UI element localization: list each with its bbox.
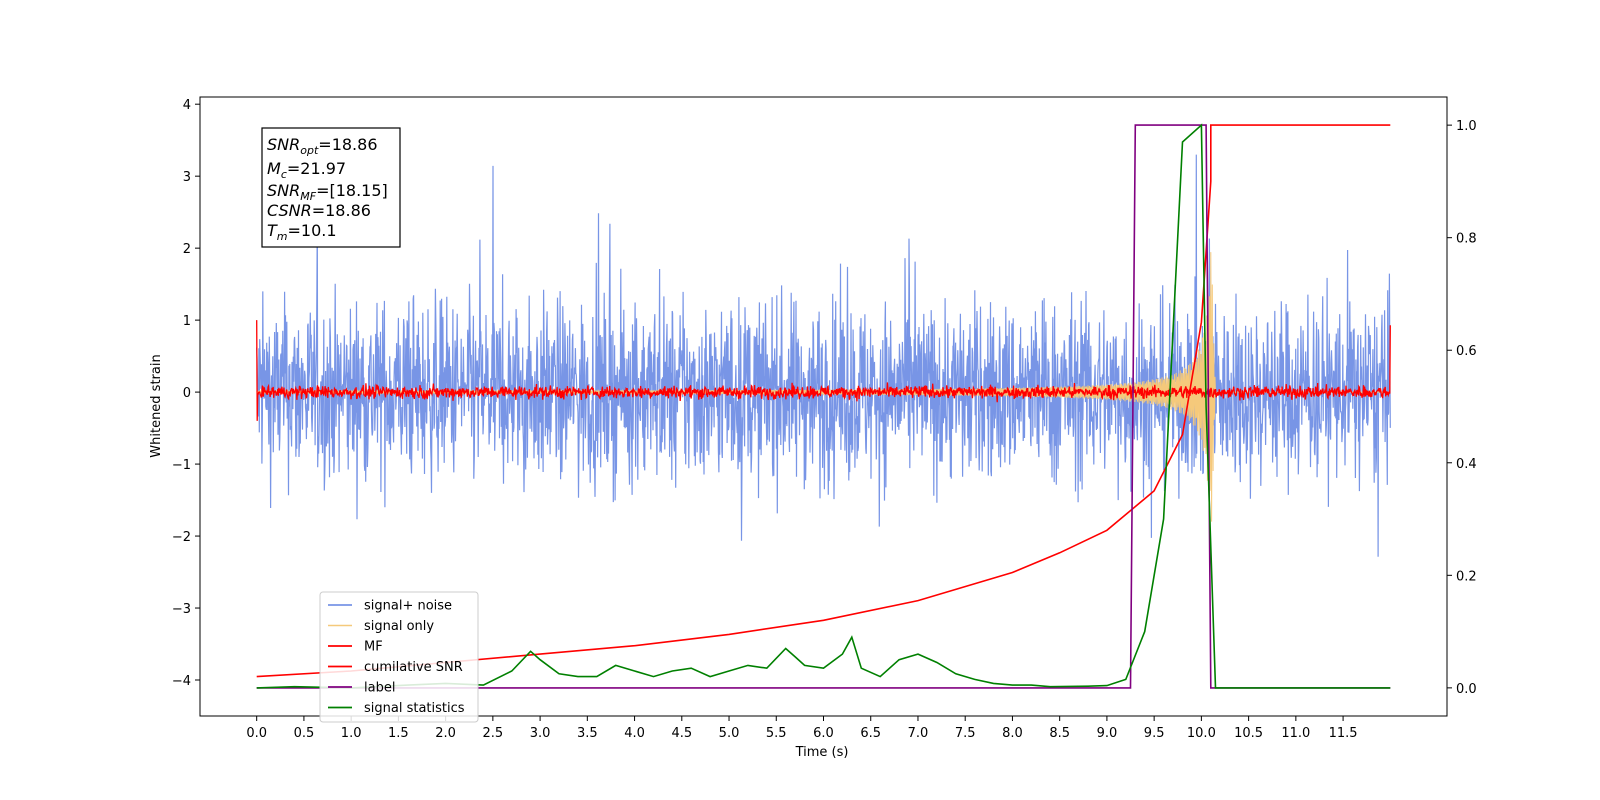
series-signal-statistics	[256, 123, 1391, 689]
annotation-box: SNRopt=18.86 Mc=21.97 SNRMF=[18.15] CSNR…	[261, 127, 401, 248]
x-tick-label: 9.0	[1097, 726, 1118, 741]
x-tick-label: 3.5	[577, 726, 598, 741]
x-tick-label: 7.0	[908, 726, 929, 741]
legend-label: MF	[364, 640, 383, 655]
legend-label: label	[364, 681, 395, 696]
series-signal-noise	[256, 154, 1391, 557]
legend-label: signal+ noise	[364, 599, 452, 614]
y-axis-label: Whitened strain	[149, 354, 164, 457]
x-tick-label: 10.5	[1234, 726, 1263, 741]
y-tick-label: 1	[183, 314, 191, 329]
x-tick-label: 1.0	[341, 726, 362, 741]
x-tick-label: 10.0	[1187, 726, 1216, 741]
x-tick-label: 1.5	[388, 726, 409, 741]
x-axis-label: Time (s)	[795, 745, 849, 760]
y2-tick-label: 0.4	[1456, 457, 1477, 472]
x-tick-label: 4.0	[624, 726, 645, 741]
y-tick-label: 3	[183, 170, 191, 185]
x-tick-label: 0.5	[294, 726, 315, 741]
y2-tick-label: 0.8	[1456, 232, 1477, 247]
y-tick-label: −4	[172, 674, 191, 689]
x-tick-label: 7.5	[955, 726, 976, 741]
y2-tick-label: 0.2	[1456, 569, 1477, 584]
x-tick-label: 6.5	[860, 726, 881, 741]
y-tick-label: 2	[183, 242, 191, 257]
x-tick-label: 2.0	[435, 726, 456, 741]
series-layer	[256, 123, 1391, 689]
x-tick-label: 9.5	[1144, 726, 1165, 741]
y-tick-label: −1	[172, 458, 191, 473]
y-tick-label: 0	[183, 386, 191, 401]
x-tick-label: 8.5	[1049, 726, 1070, 741]
series-mf	[256, 320, 1391, 421]
y2-tick-label: 1.0	[1456, 119, 1477, 134]
y-axis-right: 1.0 0.8 0.6 0.4 0.2 0.0	[1447, 119, 1477, 697]
legend: signal+ noise signal only MF cumilative SNR…	[319, 591, 479, 723]
legend-label: signal only	[364, 619, 434, 634]
annotation-csnr: CSNR=18.86	[267, 201, 371, 220]
x-tick-label: 2.5	[483, 726, 504, 741]
x-tick-label: 5.5	[766, 726, 787, 741]
x-tick-label: 0.0	[246, 726, 267, 741]
legend-label: signal statistics	[364, 701, 465, 716]
annotation-snr-mf: SNRMF=[18.15]	[267, 181, 388, 203]
annotation-mc: Mc=21.97	[267, 159, 346, 181]
y-tick-label: −3	[172, 602, 191, 617]
legend-label: cumilative SNR	[364, 660, 463, 675]
x-tick-label: 8.0	[1002, 726, 1023, 741]
y2-tick-label: 0.6	[1456, 344, 1477, 359]
y-tick-label: 4	[183, 98, 191, 113]
annotation-snr-opt: SNRopt=18.86	[267, 135, 378, 157]
x-tick-label: 6.0	[813, 726, 834, 741]
y2-tick-label: 0.0	[1456, 682, 1477, 697]
x-tick-label: 3.0	[530, 726, 551, 741]
y-tick-label: −2	[172, 530, 191, 545]
x-tick-label: 11.5	[1329, 726, 1358, 741]
x-tick-label: 11.0	[1281, 726, 1310, 741]
annotation-tm: Tm=10.1	[267, 221, 337, 243]
x-tick-label: 5.0	[719, 726, 740, 741]
x-tick-label: 4.5	[671, 726, 692, 741]
y-axis-left: 4 3 2 1 0 −1 −2 −3 −4	[172, 98, 200, 689]
x-axis: 0.0 0.5 1.0 1.5 2.0 2.5 3.0 3.5 4.0 4.5 5.0 5.5 6.0 6…	[246, 716, 1358, 741]
